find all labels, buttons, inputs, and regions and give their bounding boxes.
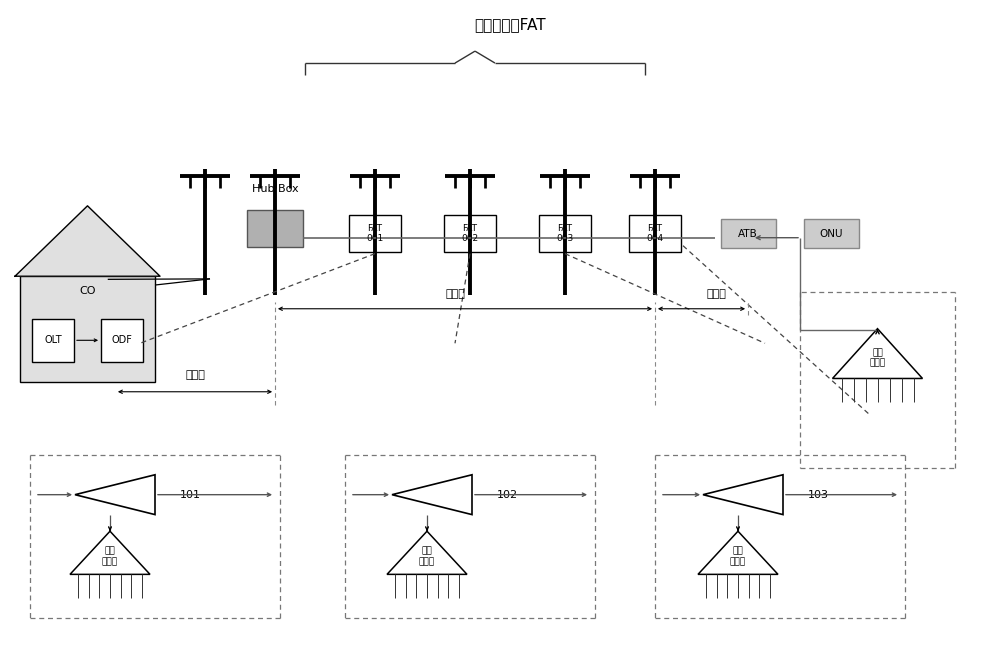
Text: 101: 101 (180, 489, 201, 500)
Bar (804, 219, 858, 248)
Text: ATB: ATB (738, 228, 758, 239)
Text: FAT
003: FAT 003 (556, 224, 574, 244)
Bar (444, 215, 496, 252)
Text: FAT
001: FAT 001 (366, 224, 384, 244)
Text: 等比
分光器: 等比 分光器 (102, 546, 118, 566)
Text: 102: 102 (497, 489, 518, 500)
Polygon shape (387, 531, 467, 574)
Bar (247, 210, 303, 247)
Text: 等比
分光器: 等比 分光器 (869, 348, 886, 367)
Text: 四个不等比FAT: 四个不等比FAT (474, 17, 546, 32)
Polygon shape (15, 206, 160, 276)
Text: 配线缆: 配线缆 (445, 289, 465, 299)
Text: FAT
004: FAT 004 (646, 224, 664, 244)
Polygon shape (70, 531, 150, 574)
Text: ODF: ODF (112, 335, 132, 345)
Text: 等比
分光器: 等比 分光器 (730, 546, 746, 566)
Text: 入户缆: 入户缆 (707, 289, 726, 299)
Text: 等比
分光器: 等比 分光器 (419, 546, 435, 566)
Bar (539, 215, 591, 252)
Text: 馈线缆: 馈线缆 (185, 370, 205, 380)
Text: CO: CO (79, 286, 96, 296)
Bar (101, 319, 143, 362)
Polygon shape (703, 475, 783, 515)
Text: 103: 103 (808, 489, 829, 500)
Bar (629, 215, 681, 252)
Text: Hub Box: Hub Box (252, 183, 298, 194)
Polygon shape (832, 329, 922, 378)
Polygon shape (75, 475, 155, 515)
Text: FAT
002: FAT 002 (461, 224, 479, 244)
Bar (20, 276, 155, 382)
Polygon shape (392, 475, 472, 515)
Bar (720, 219, 776, 248)
Polygon shape (698, 531, 778, 574)
Bar (32, 319, 74, 362)
Text: ONU: ONU (819, 228, 843, 239)
Text: OLT: OLT (44, 335, 62, 345)
Bar (349, 215, 401, 252)
